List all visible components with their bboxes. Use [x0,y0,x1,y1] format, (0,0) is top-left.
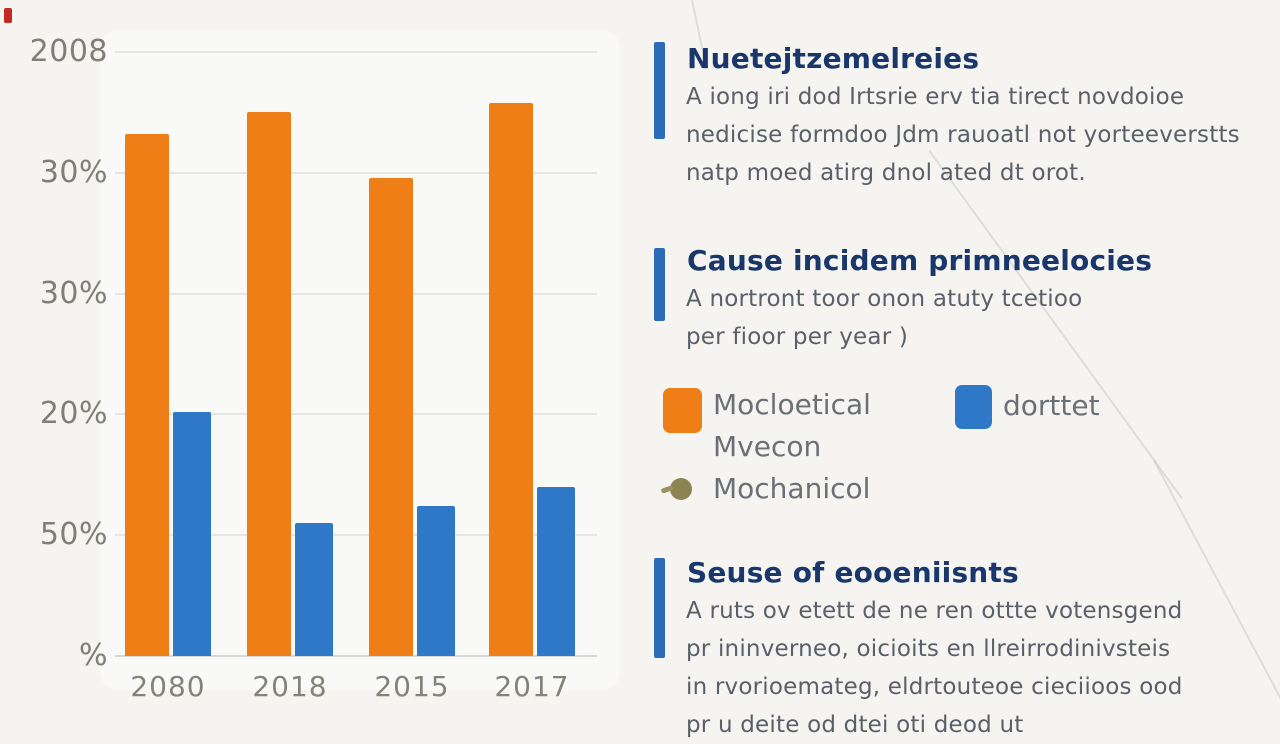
bar-blue [537,487,575,656]
legend-swatch-blue [955,385,992,429]
body-line: A ruts ov etett de ne ren ottte votensge… [686,598,1183,624]
legend-swatch-orange [663,388,702,433]
gridline [115,51,597,53]
body-line: nedicise formdoo Jdm rauoatl not yorteev… [686,122,1240,148]
y-tick-label: 50% [39,517,108,553]
section-heading: Seuse of eooeniisnts [687,556,1019,589]
bar-group [369,52,459,656]
bar-orange [489,103,533,656]
bar-group [125,52,215,656]
x-tick-label: 2015 [374,670,450,703]
x-tick-label: 2017 [494,670,570,703]
bar-orange [369,178,413,656]
legend-label-line: Mvecon [713,430,822,463]
x-tick-label: 2080 [130,670,206,703]
x-tick-label: 2018 [252,670,328,703]
bar-orange [125,134,169,656]
section-body: A ruts ov etett de ne ren ottte votensge… [686,592,1256,744]
body-line: natp moed atirg dnol ated dt orot. [686,160,1086,186]
body-line: per fioor per year ) [686,324,909,350]
y-tick-label: % [78,638,108,673]
y-tick-label: 2008 [29,34,108,69]
body-line: A iong iri dod Irtsrie erv tia tirect no… [686,84,1185,110]
legend-label: Mochanicol [713,472,871,505]
gridline [115,534,597,537]
gridline [115,292,597,295]
info-panel: Nuetejtzemelreies A iong iri dod Irtsrie… [640,0,1280,738]
gridline [115,413,597,416]
artifact-red-mark [4,8,12,23]
body-line-clipped: pr u deite od dtei oti deod ut [686,712,1024,738]
bar-orange [247,112,291,656]
section-accent-bar [654,558,665,658]
y-tick-label: 30% [39,154,108,190]
section-accent-bar [654,42,665,139]
y-tick-label: 20% [39,396,108,432]
gridline [115,171,597,174]
section-body: A iong iri dod Irtsrie erv tia tirect no… [686,78,1256,192]
gridline [115,655,597,657]
bar-group [489,52,579,656]
bar-group [247,52,337,656]
section-heading: Nuetejtzemelreies [687,42,980,75]
section-accent-bar [654,248,665,321]
legend-label: Mocloetical Mvecon [713,384,871,468]
body-line: A nortront toor onon atuty tcetioo [686,286,1083,312]
bar-blue [417,506,455,656]
body-line: pr ininverneo, oicioits en llreirrodiniv… [686,636,1171,662]
legend-label: dorttet [1003,389,1100,422]
legend-label-line: Mocloetical [713,388,871,421]
infographic-canvas: 2008 30% 30% 20% 50%% 2080 2018 2015 2017 Nuete… [0,0,1280,720]
section-body: A nortront toor onon atuty tcetioo per f… [686,280,1256,356]
bar-chart: 2008 30% 30% 20% 50%% 2080 2018 2015 2017 [0,0,640,720]
y-tick-label: 30% [39,275,108,311]
bar-blue [295,523,333,656]
plot-area [115,51,597,657]
bar-blue [173,412,211,656]
section-heading: Cause incidem primneelocies [687,244,1153,277]
body-line: in rvorioemateg, eldrtouteoe cieciioos o… [686,674,1183,700]
olive-dot-icon [670,478,692,500]
